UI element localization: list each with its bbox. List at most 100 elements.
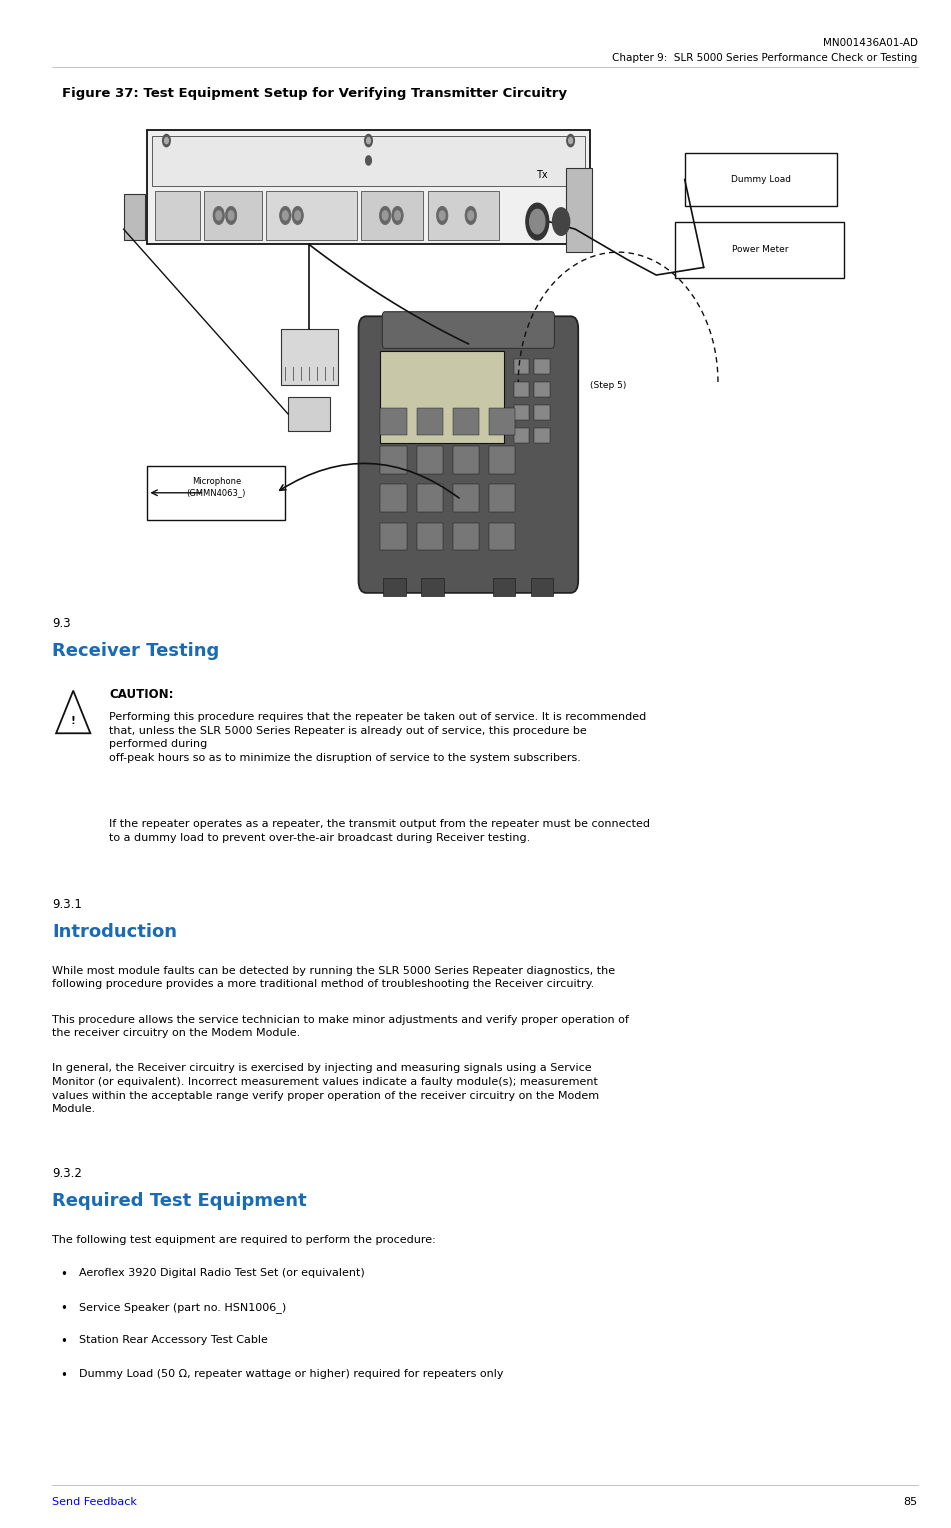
Bar [417, 484, 443, 512]
Text: •: • [60, 1268, 67, 1282]
Circle shape [382, 211, 388, 220]
Text: 9.3: 9.3 [52, 617, 71, 631]
Bar [514, 405, 529, 420]
Circle shape [465, 206, 476, 225]
Text: •: • [60, 1335, 67, 1349]
Circle shape [367, 138, 370, 144]
Bar [489, 523, 515, 550]
Bar [155, 191, 200, 240]
Text: While most module faults can be detected by running the SLR 5000 Series Repeater: While most module faults can be detected… [52, 966, 615, 989]
Text: This procedure allows the service technician to make minor adjustments and verif: This procedure allows the service techni… [52, 1015, 630, 1038]
Circle shape [295, 211, 301, 220]
Text: Chapter 9:  SLR 5000 Series Performance Check or Testing: Chapter 9: SLR 5000 Series Performance C… [612, 53, 918, 64]
Text: Performing this procedure requires that the repeater be taken out of service. It: Performing this procedure requires that … [109, 712, 647, 762]
Bar [147, 130, 590, 244]
Circle shape [567, 134, 574, 147]
Bar [361, 191, 423, 240]
Text: MN001436A01-AD: MN001436A01-AD [823, 38, 918, 49]
Bar [453, 408, 479, 435]
Bar [514, 428, 529, 443]
Text: •: • [60, 1302, 67, 1316]
Bar [288, 397, 330, 431]
Bar [534, 428, 550, 443]
Circle shape [228, 211, 234, 220]
Bar [453, 484, 479, 512]
Bar [204, 191, 262, 240]
Bar [417, 408, 443, 435]
Text: 85: 85 [903, 1497, 918, 1508]
Circle shape [280, 206, 291, 225]
Bar [534, 382, 550, 397]
Bar [514, 382, 529, 397]
Circle shape [439, 211, 445, 220]
Bar [453, 446, 479, 474]
Bar [675, 222, 844, 278]
Circle shape [392, 206, 403, 225]
Circle shape [468, 211, 474, 220]
Bar [489, 446, 515, 474]
Circle shape [437, 206, 448, 225]
Bar [152, 136, 585, 186]
Bar [493, 578, 515, 596]
Text: 9.3.1: 9.3.1 [52, 898, 82, 912]
Text: Power Meter: Power Meter [731, 246, 788, 254]
Text: Introduction: Introduction [52, 923, 177, 941]
Circle shape [395, 211, 400, 220]
Text: If the repeater operates as a repeater, the transmit output from the repeater mu: If the repeater operates as a repeater, … [109, 819, 650, 842]
Circle shape [530, 209, 545, 234]
Text: (Step 5): (Step 5) [590, 380, 626, 390]
Bar [380, 523, 407, 550]
Bar [489, 484, 515, 512]
Text: Tx: Tx [536, 170, 548, 180]
Text: •: • [60, 1369, 67, 1383]
Bar [531, 578, 553, 596]
Circle shape [163, 134, 170, 147]
Text: Send Feedback: Send Feedback [52, 1497, 137, 1508]
Text: Service Speaker (part no. HSN1006_): Service Speaker (part no. HSN1006_) [79, 1302, 286, 1313]
Circle shape [553, 208, 570, 235]
Bar [453, 523, 479, 550]
Bar [566, 168, 592, 252]
Circle shape [282, 211, 288, 220]
Text: Station Rear Accessory Test Cable: Station Rear Accessory Test Cable [79, 1335, 268, 1346]
FancyBboxPatch shape [382, 312, 554, 348]
Text: Dummy Load: Dummy Load [730, 176, 791, 183]
Circle shape [225, 206, 237, 225]
Bar [380, 408, 407, 435]
Circle shape [365, 134, 372, 147]
Bar [417, 446, 443, 474]
FancyBboxPatch shape [359, 316, 578, 593]
Bar [147, 466, 285, 520]
Text: Microphone
(GMMN4063_): Microphone (GMMN4063_) [186, 477, 246, 497]
Bar [281, 329, 338, 385]
Circle shape [569, 138, 573, 144]
Bar [380, 351, 504, 443]
Circle shape [526, 203, 549, 240]
Text: 9.3.2: 9.3.2 [52, 1167, 82, 1181]
Bar [489, 408, 515, 435]
Text: The following test equipment are required to perform the procedure:: The following test equipment are require… [52, 1235, 437, 1245]
Text: Required Test Equipment: Required Test Equipment [52, 1192, 307, 1210]
Polygon shape [56, 691, 90, 733]
Text: Receiver Testing: Receiver Testing [52, 642, 220, 660]
Circle shape [365, 156, 371, 165]
Circle shape [292, 206, 303, 225]
Bar [534, 405, 550, 420]
Bar [266, 191, 357, 240]
Circle shape [216, 211, 222, 220]
Bar [124, 194, 145, 240]
Text: !: ! [70, 717, 76, 726]
Bar [534, 359, 550, 374]
Bar [380, 484, 407, 512]
Circle shape [213, 206, 224, 225]
Circle shape [379, 206, 391, 225]
Text: Figure 37: Test Equipment Setup for Verifying Transmitter Circuitry: Figure 37: Test Equipment Setup for Veri… [62, 87, 567, 101]
Bar [514, 359, 529, 374]
Bar [685, 153, 837, 206]
Bar [428, 191, 499, 240]
Bar [380, 446, 407, 474]
Bar [421, 578, 444, 596]
Text: CAUTION:: CAUTION: [109, 688, 174, 701]
Text: Dummy Load (50 Ω, repeater wattage or higher) required for repeaters only: Dummy Load (50 Ω, repeater wattage or hi… [79, 1369, 503, 1380]
Circle shape [165, 138, 168, 144]
